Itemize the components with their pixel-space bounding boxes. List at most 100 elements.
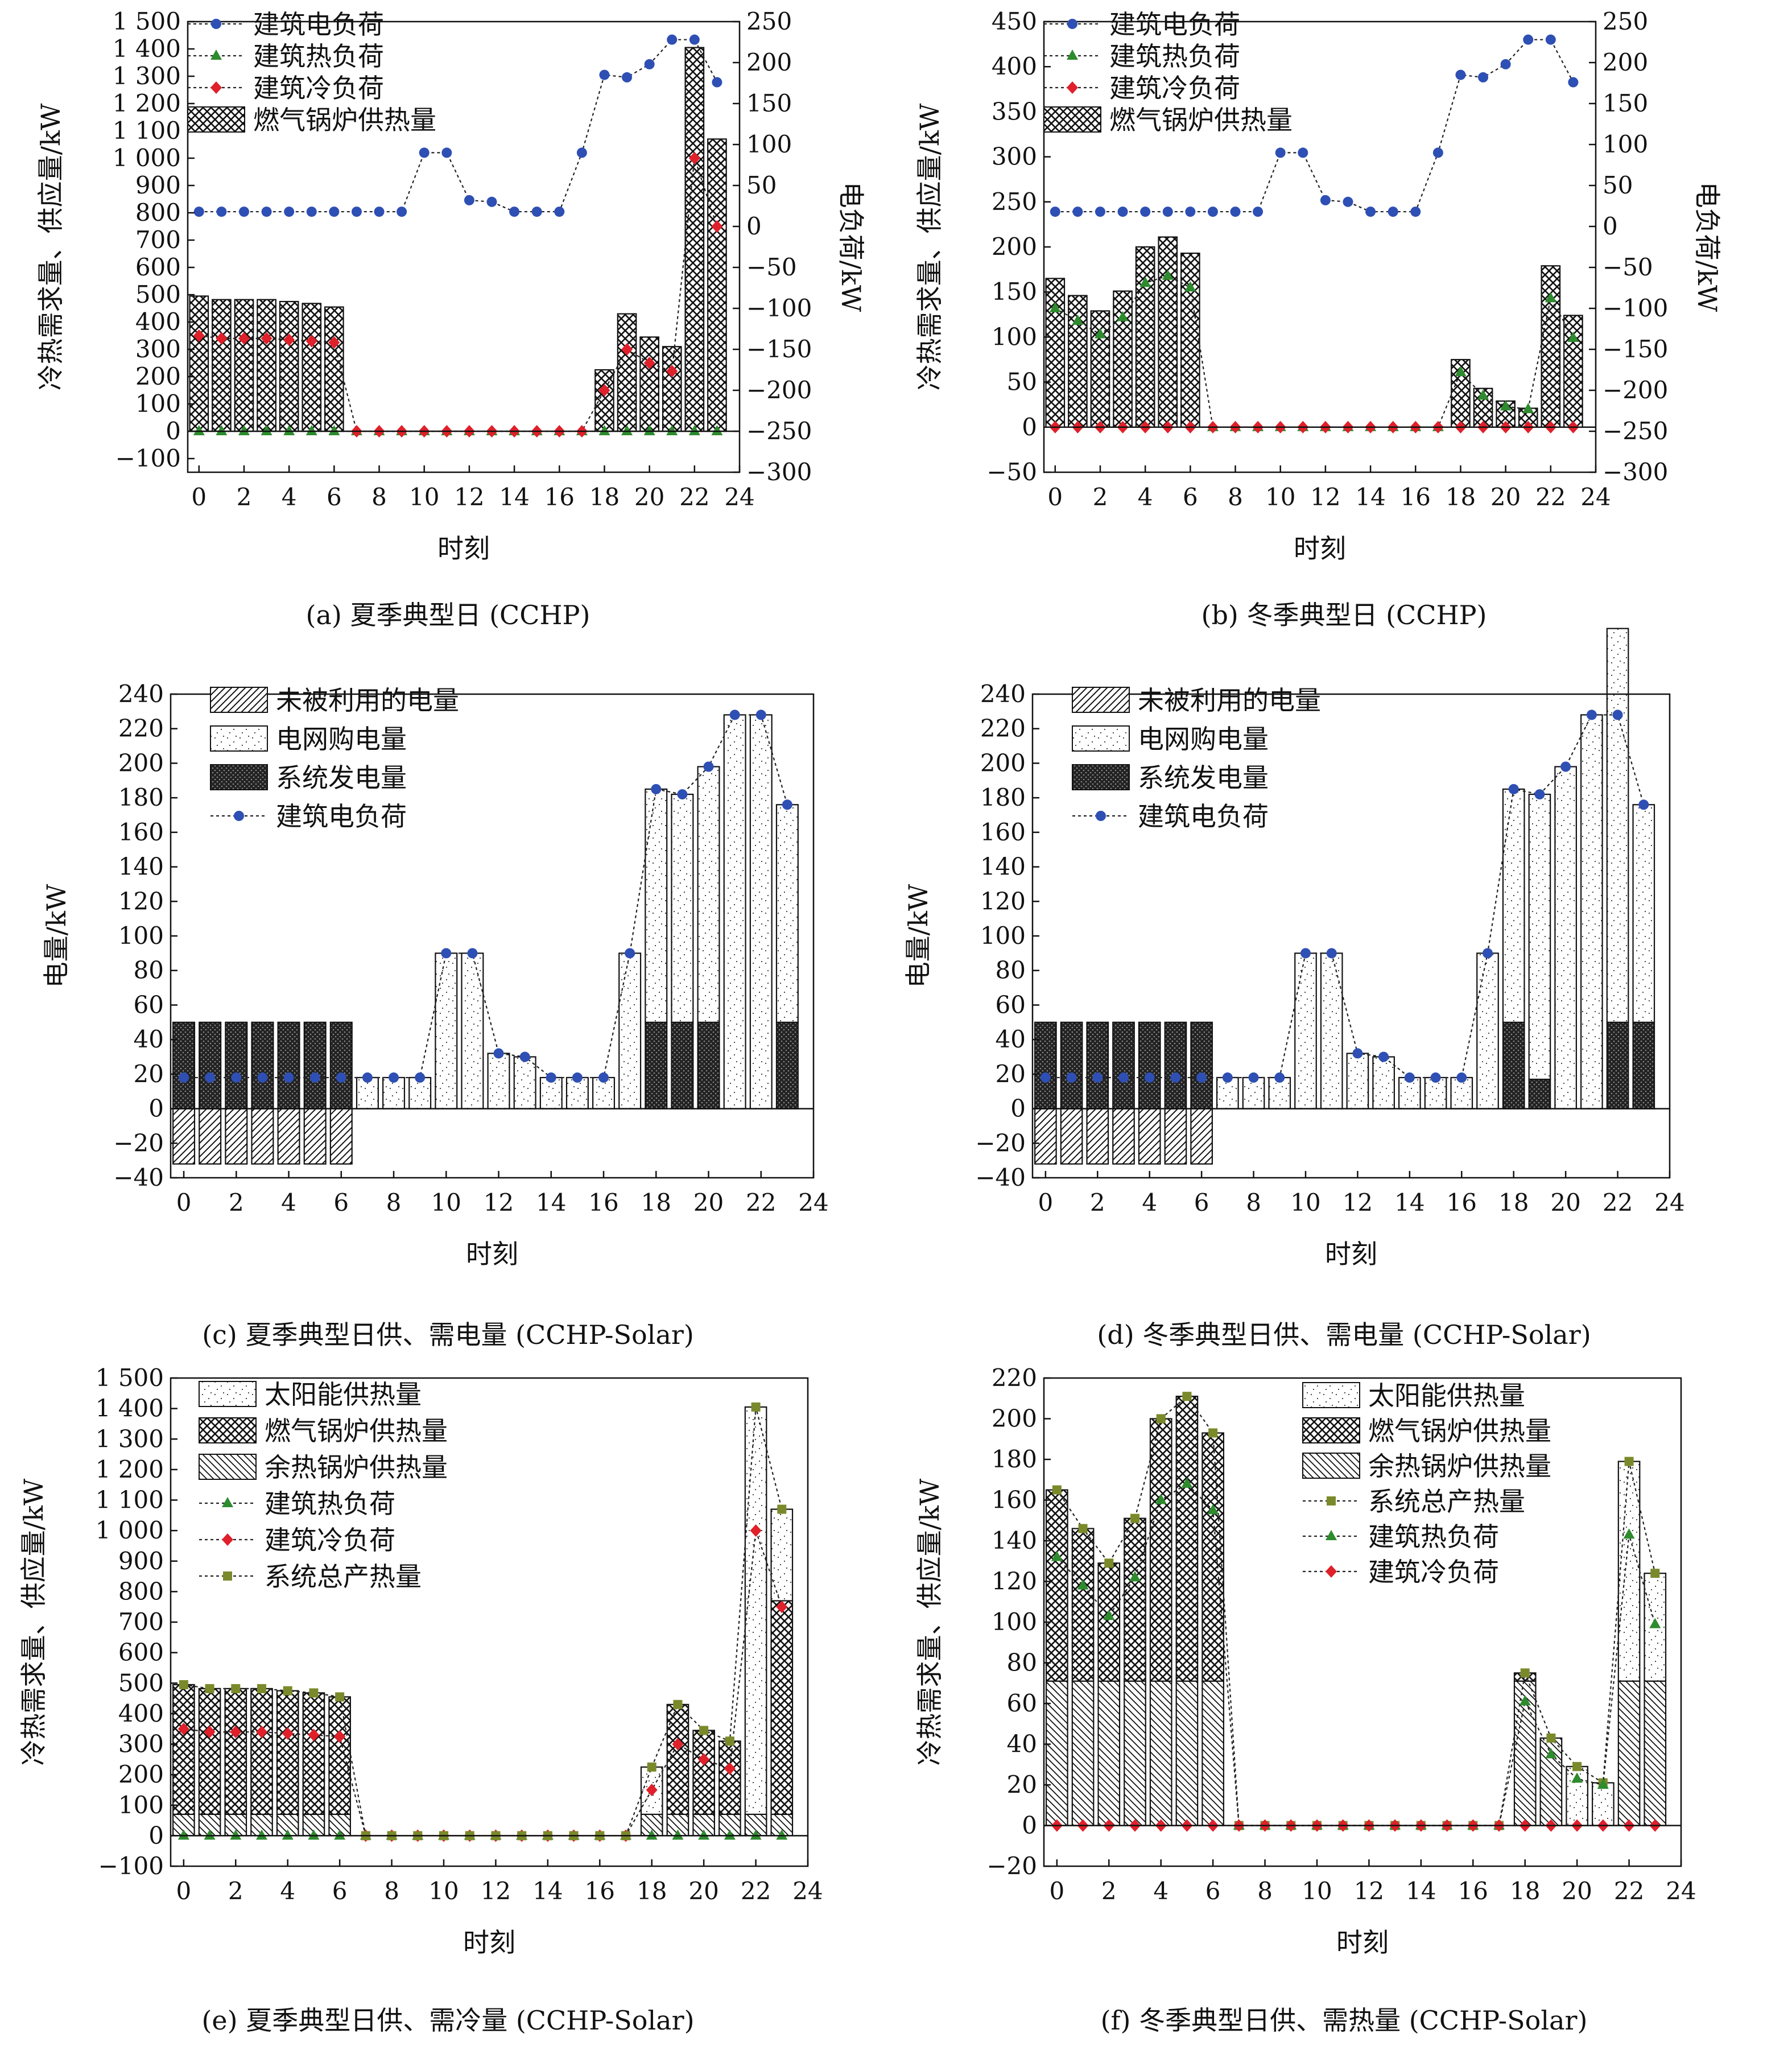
bar-电网购电量-11 [1320,952,1343,1109]
ytick-right-label: 50 [1603,171,1633,199]
chart-panel-c: −40−200204060801001201401601802002202400… [41,680,829,1269]
bar-余热锅炉供热量-4 [1149,1680,1172,1826]
marker-建筑电负荷-12 [493,1048,504,1059]
bar-系统发电量-3 [251,1021,274,1109]
ytick-label: −20 [975,1129,1026,1157]
marker-建筑热负荷-2 [238,425,250,435]
axes: −50050100150200250300350400450−300−250−2… [914,7,1723,564]
legend-label: 系统发电量 [1138,762,1269,793]
marker-建筑电负荷-4 [284,207,295,217]
bar-电网购电量-10 [1294,952,1317,1109]
line-建筑冷负荷 [199,158,718,432]
marker-建筑热负荷-6 [1184,281,1196,292]
marker-建筑热负荷-2 [1094,328,1106,339]
lines [179,710,792,1083]
ytick-label: 100 [135,390,181,418]
xtick-label: 0 [1038,1189,1053,1216]
xtick-label: 8 [1228,483,1243,511]
bar-系统发电量-23 [1632,1021,1655,1109]
marker-建筑冷负荷-3 [261,332,272,345]
xtick-label: 22 [1535,483,1566,511]
ytick-right-label: −50 [1603,253,1653,281]
y-axis-label: 冷热需求量、供应量/kW [914,1478,945,1766]
marker-建筑电负荷-0 [179,1072,189,1083]
bar-燃气锅炉供热量-3 [1124,1517,1146,1682]
ytick-right-label: −200 [1603,376,1668,404]
marker-建筑热负荷-1 [1072,314,1084,325]
xtick-label: 6 [1205,1877,1221,1905]
marker-建筑热负荷-3 [256,1829,267,1840]
bar-系统发电量-1 [1060,1021,1083,1109]
ytick-label: 200 [135,362,181,390]
ytick-label: 40 [134,1025,164,1053]
ytick-label: 350 [992,97,1037,125]
legend-label: 建筑热负荷 [253,41,384,72]
x-axis-label: 时刻 [1336,1927,1389,1958]
legend-marker-建筑热负荷 [210,50,222,60]
marker-建筑冷负荷-22 [750,1524,762,1537]
xtick-label: 0 [1049,1877,1064,1905]
marker-建筑电负荷-23 [712,77,722,88]
ytick-label: 1 200 [96,1455,164,1483]
ytick-label: 40 [1007,1730,1037,1758]
xtick-label: 20 [1562,1877,1592,1905]
bar-系统发电量-22 [1606,1021,1629,1109]
marker-建筑电负荷-5 [309,1072,320,1083]
bar-燃气锅炉供热量-22 [1541,265,1561,428]
ytick-label: 80 [996,956,1026,984]
marker-建筑热负荷-3 [1117,311,1129,321]
xtick-label: 24 [1580,483,1611,511]
ytick-label: 1 000 [96,1516,164,1544]
xtick-label: 16 [544,483,575,511]
ytick-label: 1 500 [96,1364,164,1392]
marker-建筑热负荷-22 [688,425,700,435]
legend-label: 太阳能供热量 [265,1379,422,1410]
ytick-label: 300 [118,1730,164,1758]
marker-建筑电负荷-3 [257,1072,268,1083]
marker-建筑电负荷-11 [467,948,478,959]
marker-建筑热负荷-5 [1162,269,1174,280]
marker-建筑热负荷-1 [1077,1579,1089,1590]
marker-建筑热负荷-6 [334,1829,346,1840]
marker-建筑电负荷-14 [509,207,520,217]
bar-燃气锅炉供热量-0 [172,1684,195,1815]
ytick-label: 160 [992,1486,1037,1514]
bar-系统发电量-3 [1112,1021,1135,1109]
xtick-label: 14 [1394,1189,1424,1216]
marker-建筑电负荷-5 [1170,1072,1181,1083]
xtick-label: 2 [229,1189,244,1216]
xtick-label: 16 [588,1189,618,1216]
marker-建筑电负荷-13 [1343,196,1353,207]
xtick-label: 2 [1101,1877,1117,1905]
chart-panel-b: −50050100150200250300350400450−300−250−2… [914,7,1723,564]
marker-系统总产热量-23 [1650,1569,1660,1578]
marker-建筑冷负荷-5 [308,1729,320,1742]
ytick-label: 100 [992,323,1037,350]
marker-建筑冷负荷-5 [305,335,317,348]
marker-建筑热负荷-18 [1519,1695,1531,1706]
marker-建筑热负荷-20 [1500,400,1512,411]
marker-建筑电负荷-20 [1560,761,1571,772]
xtick-label: 8 [384,1877,399,1905]
ytick-label: 400 [992,52,1037,80]
marker-建筑电负荷-6 [329,207,340,217]
legend-label: 余热锅炉供热量 [265,1452,448,1483]
legend-marker-建筑冷负荷 [222,1533,233,1546]
marker-建筑电负荷-15 [572,1072,583,1083]
bar-余热锅炉供热量-1 [1071,1680,1095,1826]
marker-系统总产热量-4 [1156,1414,1166,1424]
bar-未被利用的电量-6 [329,1108,353,1165]
bar-余热锅炉供热量-5 [1175,1680,1199,1826]
bar-燃气锅炉供热量-2 [234,299,254,432]
y-axis-label: 冷热需求量、供应量/kW [914,103,945,390]
ytick-label: 600 [118,1639,164,1666]
ytick-right-label: 50 [746,171,777,199]
bar-未被利用的电量-1 [1060,1108,1083,1165]
legend-label: 系统总产热量 [1368,1486,1525,1517]
marker-建筑冷负荷-23 [776,1600,788,1614]
bar-燃气锅炉供热量-23 [707,138,727,432]
marker-建筑冷负荷-4 [282,1727,294,1740]
axes: −40−200204060801001201401601802002202400… [41,680,829,1269]
